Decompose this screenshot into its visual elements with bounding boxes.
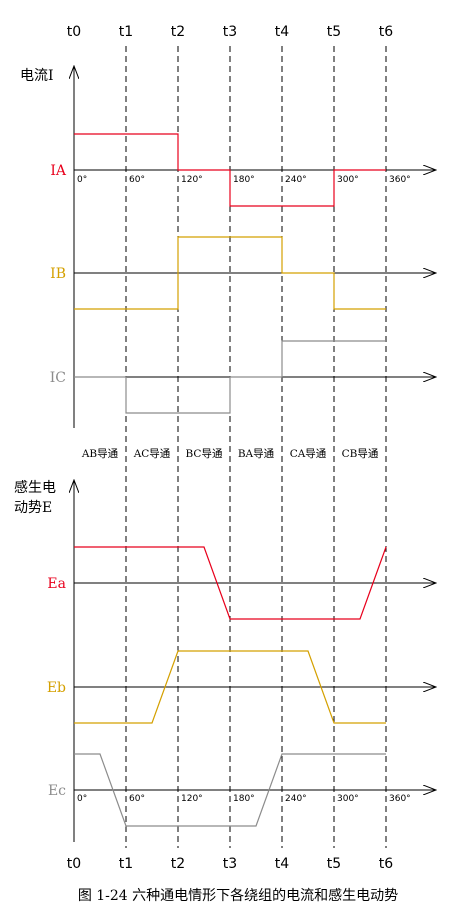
angle-label-ec-0: 0°: [77, 794, 87, 804]
time-label-bottom-t2: t2: [171, 856, 185, 872]
time-dividers: [125, 46, 387, 848]
conduction-label-1: AC导通: [133, 448, 171, 460]
conduction-label-2: BC导通: [186, 448, 223, 460]
time-label-top-t3: t3: [223, 24, 237, 40]
signal-label-Eb: Eb: [47, 680, 66, 696]
signals: [74, 133, 387, 827]
time-label-bottom-t4: t4: [275, 856, 289, 872]
emf-axis-title-line-2: 动势E: [14, 500, 52, 516]
waveform-IC: [74, 340, 386, 414]
time-label-top-t6: t6: [379, 24, 393, 40]
angle-label-ec-2: 120°: [181, 794, 203, 804]
angle-label-ia-6: 360°: [389, 175, 411, 185]
time-label-bottom-t6: t6: [379, 856, 393, 872]
time-label-top-t2: t2: [171, 24, 185, 40]
conduction-label-3: BA导通: [238, 448, 275, 460]
angle-label-ec-5: 300°: [337, 794, 359, 804]
angle-label-ec-6: 360°: [389, 794, 411, 804]
signal-label-IC: IC: [50, 370, 66, 386]
conduction-label-0: AB导通: [81, 448, 119, 460]
angle-label-ia-3: 180°: [233, 175, 255, 185]
time-label-top-t5: t5: [327, 24, 341, 40]
time-label-bottom-t3: t3: [223, 856, 237, 872]
conduction-label-4: CA导通: [290, 448, 327, 460]
figure-caption: 图 1-24 六种通电情形下各绕组的电流和感生电动势: [77, 888, 399, 904]
time-label-bottom-t0: t0: [67, 856, 81, 872]
angle-label-ec-3: 180°: [233, 794, 255, 804]
time-label-top-t1: t1: [119, 24, 133, 40]
signal-label-Ea: Ea: [47, 576, 66, 592]
angle-label-ia-4: 240°: [285, 175, 307, 185]
time-label-top-t4: t4: [275, 24, 289, 40]
time-label-bottom-t5: t5: [327, 856, 341, 872]
angle-label-ec-4: 240°: [285, 794, 307, 804]
waveform-Ea: [74, 546, 387, 620]
signal-label-IA: IA: [50, 163, 67, 179]
signal-label-IB: IB: [50, 266, 66, 282]
waveform-IA: [74, 133, 386, 207]
emf-axis-title-line-1: 感生电: [14, 479, 56, 496]
waveform-IB: [74, 236, 386, 310]
angle-label-ia-2: 120°: [181, 175, 203, 185]
angle-label-ia-0: 0°: [77, 175, 87, 185]
waveform-Ec: [74, 753, 386, 827]
angle-label-ia-1: 60°: [129, 175, 145, 185]
time-label-bottom-t1: t1: [119, 856, 133, 872]
signal-label-Ec: Ec: [48, 783, 66, 799]
conduction-label-5: CB导通: [342, 448, 379, 460]
current-axis-title: 电流I: [20, 68, 54, 84]
angle-label-ia-5: 300°: [337, 175, 359, 185]
time-label-top-t0: t0: [67, 24, 81, 40]
angle-label-ec-1: 60°: [129, 794, 145, 804]
waveform-Eb: [74, 650, 386, 724]
